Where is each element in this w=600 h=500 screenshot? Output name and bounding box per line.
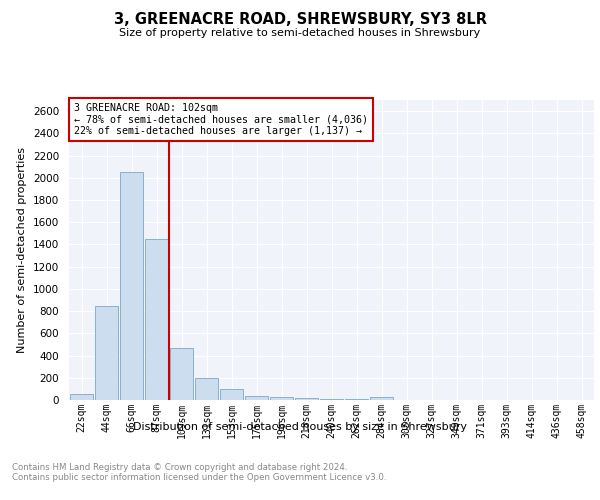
Text: Distribution of semi-detached houses by size in Shrewsbury: Distribution of semi-detached houses by … <box>133 422 467 432</box>
Bar <box>95 306 118 400</box>
Text: 3 GREENACRE ROAD: 102sqm
← 78% of semi-detached houses are smaller (4,036)
22% o: 3 GREENACRE ROAD: 102sqm ← 78% of semi-d… <box>74 103 368 136</box>
Bar <box>270 397 293 400</box>
Bar <box>245 396 268 400</box>
Bar <box>120 172 143 400</box>
Text: Contains HM Land Registry data © Crown copyright and database right 2024.
Contai: Contains HM Land Registry data © Crown c… <box>12 462 386 482</box>
Bar <box>70 394 93 400</box>
Bar <box>195 378 218 400</box>
Text: Size of property relative to semi-detached houses in Shrewsbury: Size of property relative to semi-detach… <box>119 28 481 38</box>
Bar <box>170 348 193 400</box>
Text: 3, GREENACRE ROAD, SHREWSBURY, SY3 8LR: 3, GREENACRE ROAD, SHREWSBURY, SY3 8LR <box>113 12 487 28</box>
Bar <box>145 239 168 400</box>
Y-axis label: Number of semi-detached properties: Number of semi-detached properties <box>17 147 28 353</box>
Bar <box>370 397 393 400</box>
Bar <box>320 398 343 400</box>
Bar <box>295 398 318 400</box>
Bar <box>345 399 368 400</box>
Bar <box>220 390 243 400</box>
